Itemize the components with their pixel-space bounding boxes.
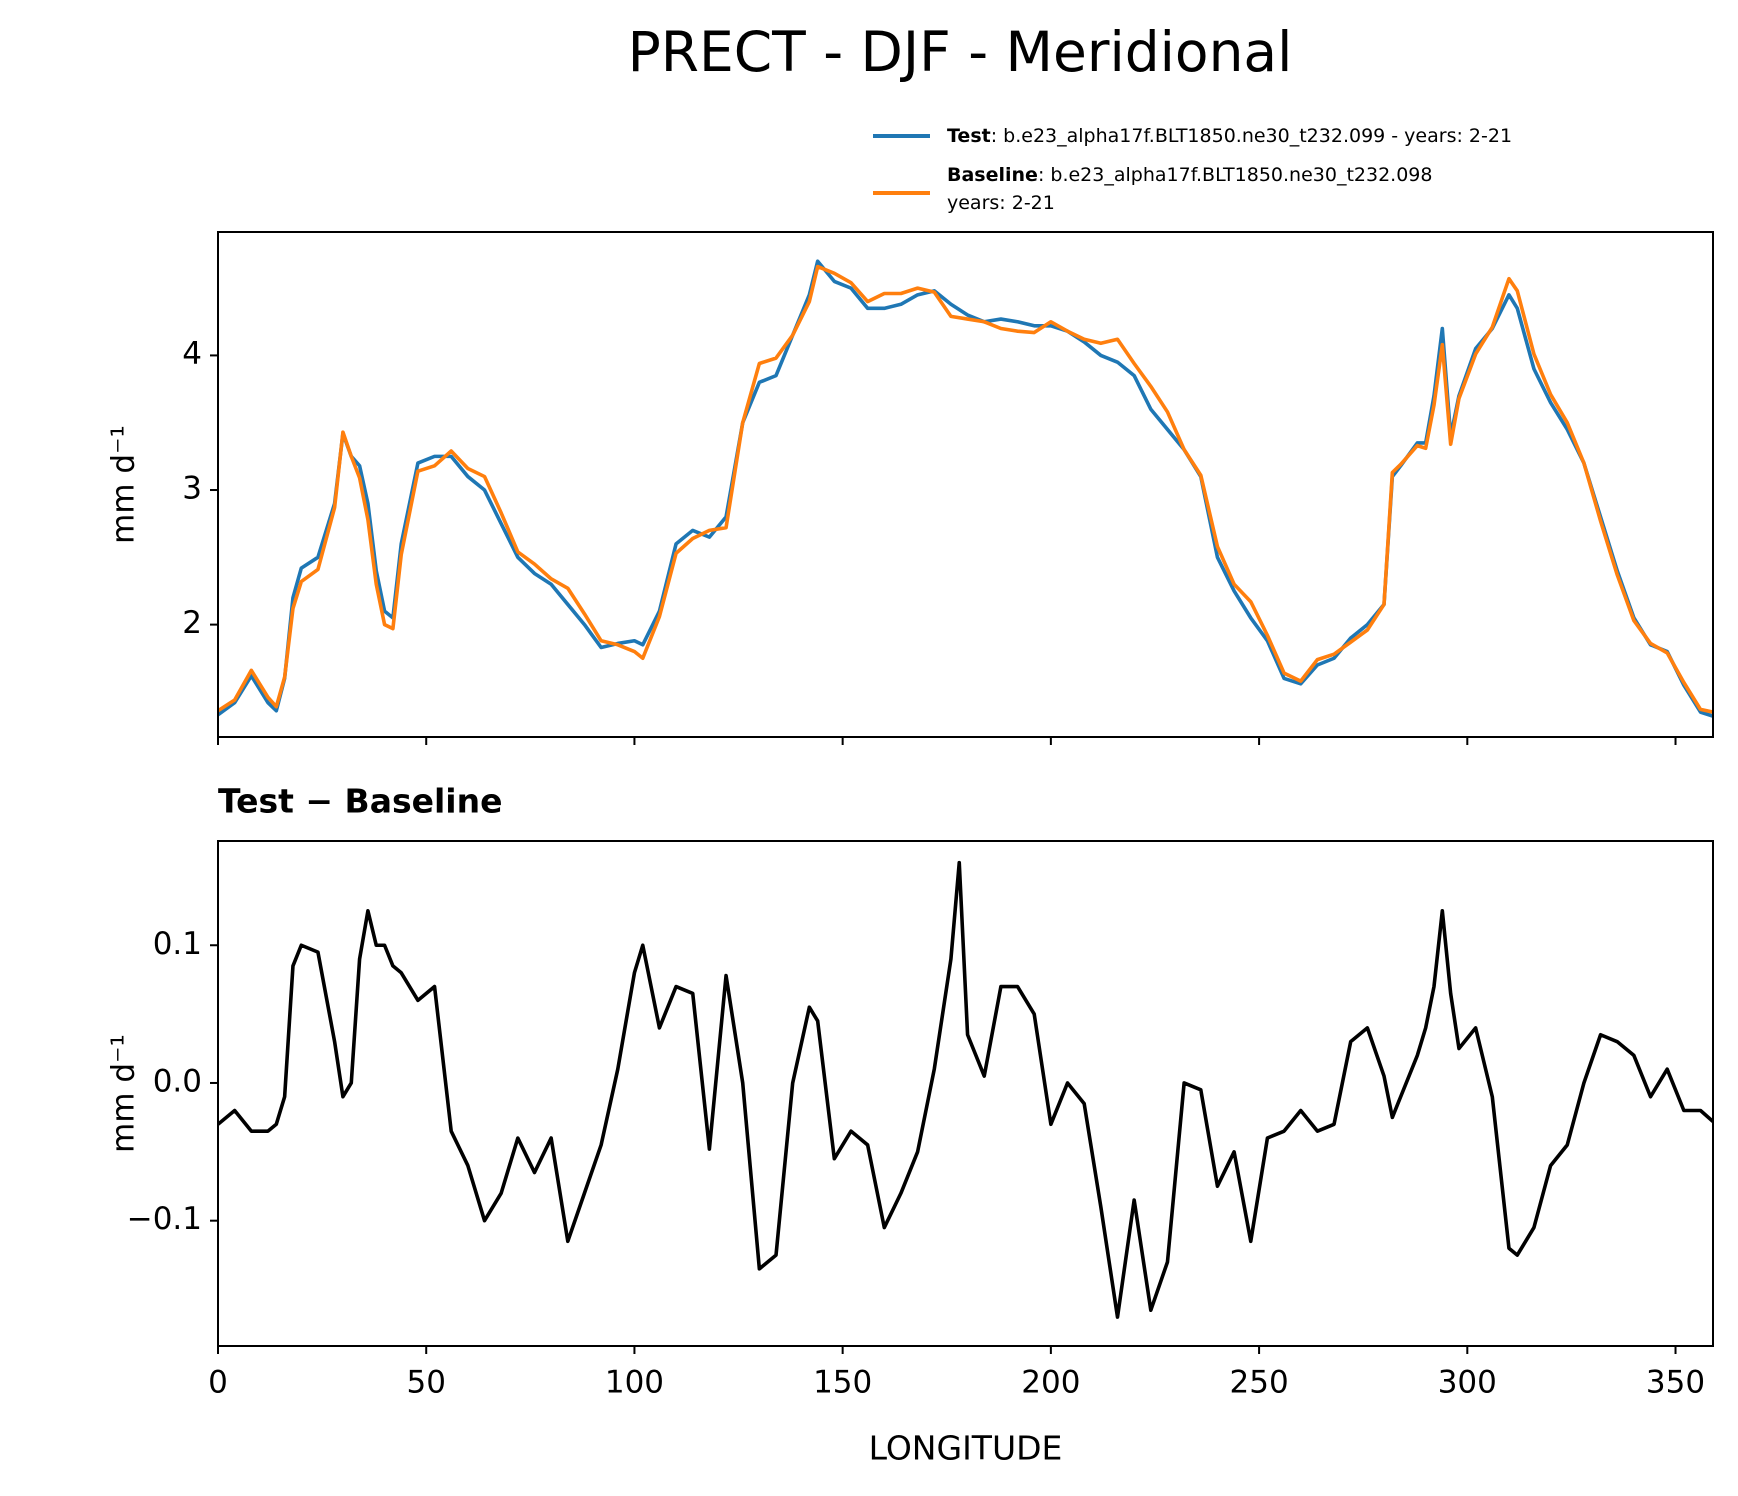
axes-frame (217, 231, 1714, 738)
y-tick-label: −0.1 (127, 1201, 202, 1237)
axes-frame (217, 840, 1714, 1347)
x-tick-label: 200 (1021, 1365, 1080, 1401)
x-tick-label: 150 (813, 1365, 872, 1401)
legend-label: Test: b.e23_alpha17f.BLT1850.ne30_t232.0… (947, 125, 1512, 147)
x-tick-label: 300 (1438, 1365, 1497, 1401)
x-tick-label: 50 (406, 1365, 445, 1401)
figure-title: PRECT - DJF - Meridional (628, 20, 1293, 84)
plot-area (218, 259, 1713, 718)
data-line (218, 264, 1713, 714)
x-axis-label: LONGITUDE (869, 1429, 1063, 1468)
y-tick-label: 0.1 (153, 926, 202, 962)
legend-description: years: 2-21 (947, 192, 1055, 214)
y-axis-label: mm d⁻¹ (106, 425, 142, 544)
legend-description: : b.e23_alpha17f.BLT1850.ne30_t232.098 (1038, 164, 1433, 186)
y-axis-label: mm d⁻¹ (106, 1034, 142, 1153)
legend-description: : b.e23_alpha17f.BLT1850.ne30_t232.099 -… (991, 125, 1512, 147)
data-line (218, 860, 1713, 1319)
y-tick-label: 3 (182, 471, 202, 507)
x-tick-label: 0 (208, 1365, 228, 1401)
y-tick-label: 0.0 (153, 1063, 202, 1099)
legend-name: Test (947, 125, 991, 147)
y-tick-label: 4 (182, 336, 202, 372)
plot-area (218, 860, 1713, 1319)
legend-name: Baseline (947, 164, 1038, 186)
y-tick-label: 2 (182, 605, 202, 641)
panel-title: Test − Baseline (218, 782, 503, 821)
x-tick-label: 350 (1646, 1365, 1705, 1401)
x-tick-label: 250 (1230, 1365, 1289, 1401)
x-tick-label: 100 (605, 1365, 664, 1401)
legend-label: Baseline: b.e23_alpha17f.BLT1850.ne30_t2… (947, 164, 1432, 214)
